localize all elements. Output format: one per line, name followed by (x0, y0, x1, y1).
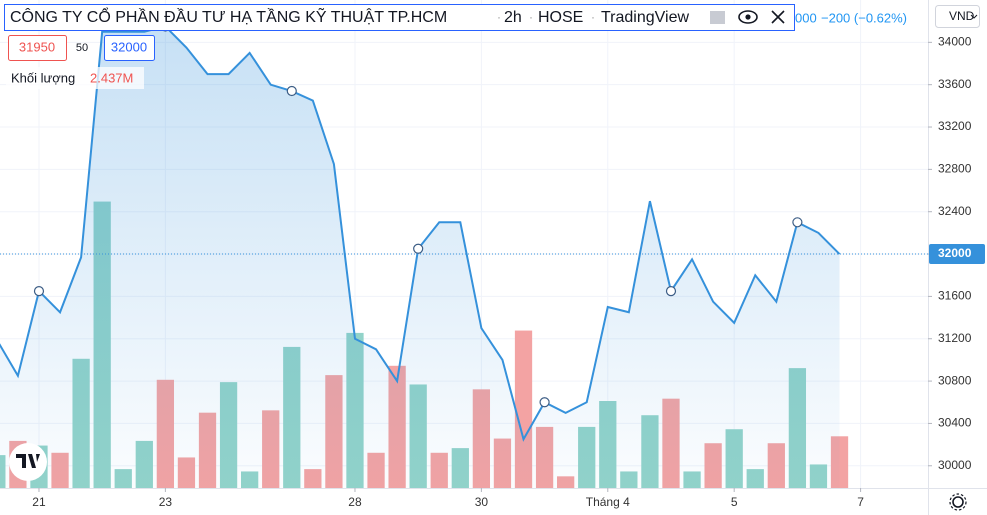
y-tick-label: 32800 (938, 162, 972, 176)
y-tick-label: 34000 (938, 35, 972, 49)
marker (539, 397, 550, 408)
volume-value: 2.437M (90, 70, 133, 85)
close-icon[interactable] (771, 10, 785, 24)
source: TradingView (601, 9, 689, 26)
exchange: HOSE (538, 9, 583, 26)
y-tick-label: 31200 (938, 331, 972, 345)
volume-legend-bg (6, 67, 144, 89)
x-tick-label: 7 (857, 495, 864, 509)
separator: · (497, 10, 501, 24)
y-tick-label: 33600 (938, 77, 972, 91)
symbol-title: CÔNG TY CỔ PHẦN ĐẦU TƯ HẠ TẦNG KỸ THUẬT … (10, 6, 447, 26)
volume-label: Khối lượng (11, 70, 75, 85)
y-tick-label: 31600 (938, 289, 972, 303)
settings-icon[interactable] (949, 493, 967, 511)
marker (286, 85, 297, 97)
currency: VND (949, 9, 975, 23)
marker (792, 217, 803, 228)
separator: · (591, 10, 595, 24)
y-tick-label: 30400 (938, 416, 972, 430)
x-tick-label: 23 (159, 495, 173, 509)
flag-icon[interactable] (710, 11, 725, 24)
y-tick-label: 30800 (938, 373, 972, 387)
y-tick-label: 30000 (938, 458, 972, 472)
ask: 32000 (111, 39, 147, 54)
last-price-label: 32000 (938, 246, 972, 260)
marker (665, 286, 677, 297)
y-tick-label: 33200 (938, 119, 972, 133)
marker (33, 286, 45, 297)
eye-icon[interactable] (738, 10, 758, 24)
change-prefix: 000 (795, 10, 817, 25)
last-price-box (929, 244, 985, 265)
dropdown-arrow (970, 14, 978, 19)
x-tick-label: 28 (348, 495, 362, 509)
bid: 31950 (19, 39, 55, 54)
separator: · (529, 10, 533, 24)
spread: 50 (76, 42, 88, 54)
tv-logo[interactable] (9, 443, 47, 481)
x-tick-label: Tháng 4 (586, 495, 630, 509)
currency-button[interactable] (935, 5, 980, 28)
x-tick-label: 30 (475, 495, 489, 509)
legend-box (4, 4, 795, 31)
ask-box[interactable] (104, 35, 155, 61)
marker (413, 243, 424, 254)
y-tick-label: 32400 (938, 204, 972, 218)
x-tick-label: 5 (731, 495, 738, 509)
x-tick-label: 21 (32, 495, 46, 509)
interval: 2h (504, 9, 522, 26)
bid-box[interactable] (8, 35, 67, 61)
area-fill (0, 26, 840, 488)
change-text: −200 (−0.62%) (821, 10, 907, 25)
